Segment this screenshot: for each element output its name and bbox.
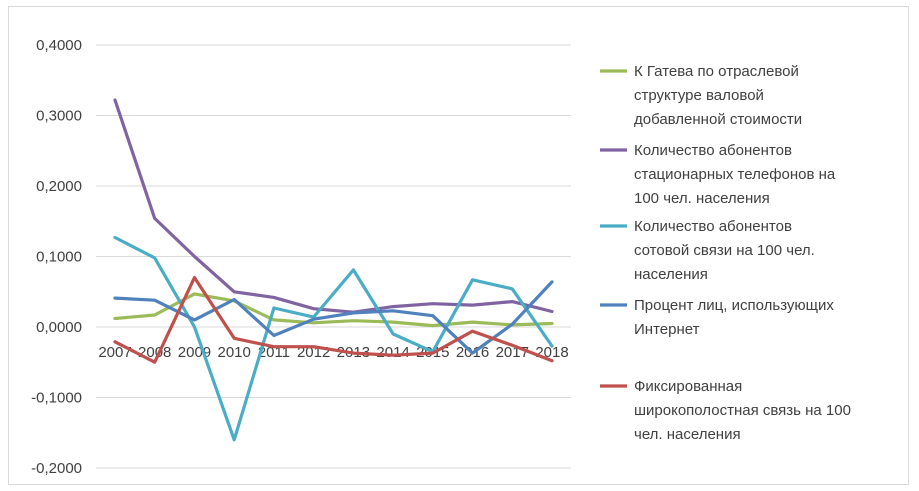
legend-label-2: Количество абонентов bbox=[634, 142, 792, 159]
legend-label-4: Интернет bbox=[634, 321, 700, 338]
legend-label-5: широкополостная связь на 100 bbox=[634, 402, 851, 419]
legend-label-5: Фиксированная bbox=[634, 378, 742, 395]
line-chart: 0,4000 0,3000 0,2000 0,1000 0,0000 -0,1000 -0,… bbox=[31, 37, 851, 477]
legend-label-5: чел. населения bbox=[634, 426, 741, 443]
x-axis-tick-labels: 2007 2008 2009 2010 2011 2012 2013 2014 2015 2016… bbox=[98, 344, 568, 361]
series-line-5 bbox=[113, 276, 554, 364]
y-tick-label: 0,1000 bbox=[36, 249, 82, 266]
legend-label-2: 100 чел. населения bbox=[634, 190, 770, 207]
chart-frame: 0,4000 0,3000 0,2000 0,1000 0,0000 -0,1000 -0,… bbox=[8, 6, 909, 485]
gridlines bbox=[96, 44, 571, 469]
series-line-2 bbox=[113, 98, 554, 314]
y-tick-label: -0,1000 bbox=[31, 390, 82, 407]
y-tick-label: 0,2000 bbox=[36, 178, 82, 195]
x-tick-label: 2010 bbox=[217, 344, 250, 361]
series-lines bbox=[113, 98, 554, 442]
legend-label-3: населения bbox=[634, 266, 708, 283]
y-tick-label: -0,2000 bbox=[31, 460, 82, 477]
legend-label-1: добавленной стоимости bbox=[634, 111, 802, 128]
legend-label-2: стационарных телефонов на bbox=[634, 166, 836, 183]
series-line-1 bbox=[113, 292, 554, 328]
legend-label-3: сотовой связи на 100 чел. bbox=[634, 242, 815, 259]
y-tick-label: 0,0000 bbox=[36, 319, 82, 336]
x-tick-label: 2014 bbox=[376, 344, 409, 361]
legend-label-4: Процент лиц, использующих bbox=[634, 297, 834, 314]
legend-label-1: К Гатева по отраслевой bbox=[634, 63, 799, 80]
legend: К Гатева по отраслевой структуре валовой д… bbox=[600, 63, 851, 443]
legend-label-3: Количество абонентов bbox=[634, 218, 792, 235]
legend-label-1: структуре валовой bbox=[634, 87, 764, 104]
series-line-3 bbox=[113, 235, 554, 442]
series-line-4 bbox=[113, 280, 554, 355]
y-tick-label: 0,4000 bbox=[36, 37, 82, 54]
y-axis-tick-labels: 0,4000 0,3000 0,2000 0,1000 0,0000 -0,1000 -0,… bbox=[31, 37, 82, 477]
x-tick-label: 2007 bbox=[98, 344, 131, 361]
y-tick-label: 0,3000 bbox=[36, 108, 82, 125]
